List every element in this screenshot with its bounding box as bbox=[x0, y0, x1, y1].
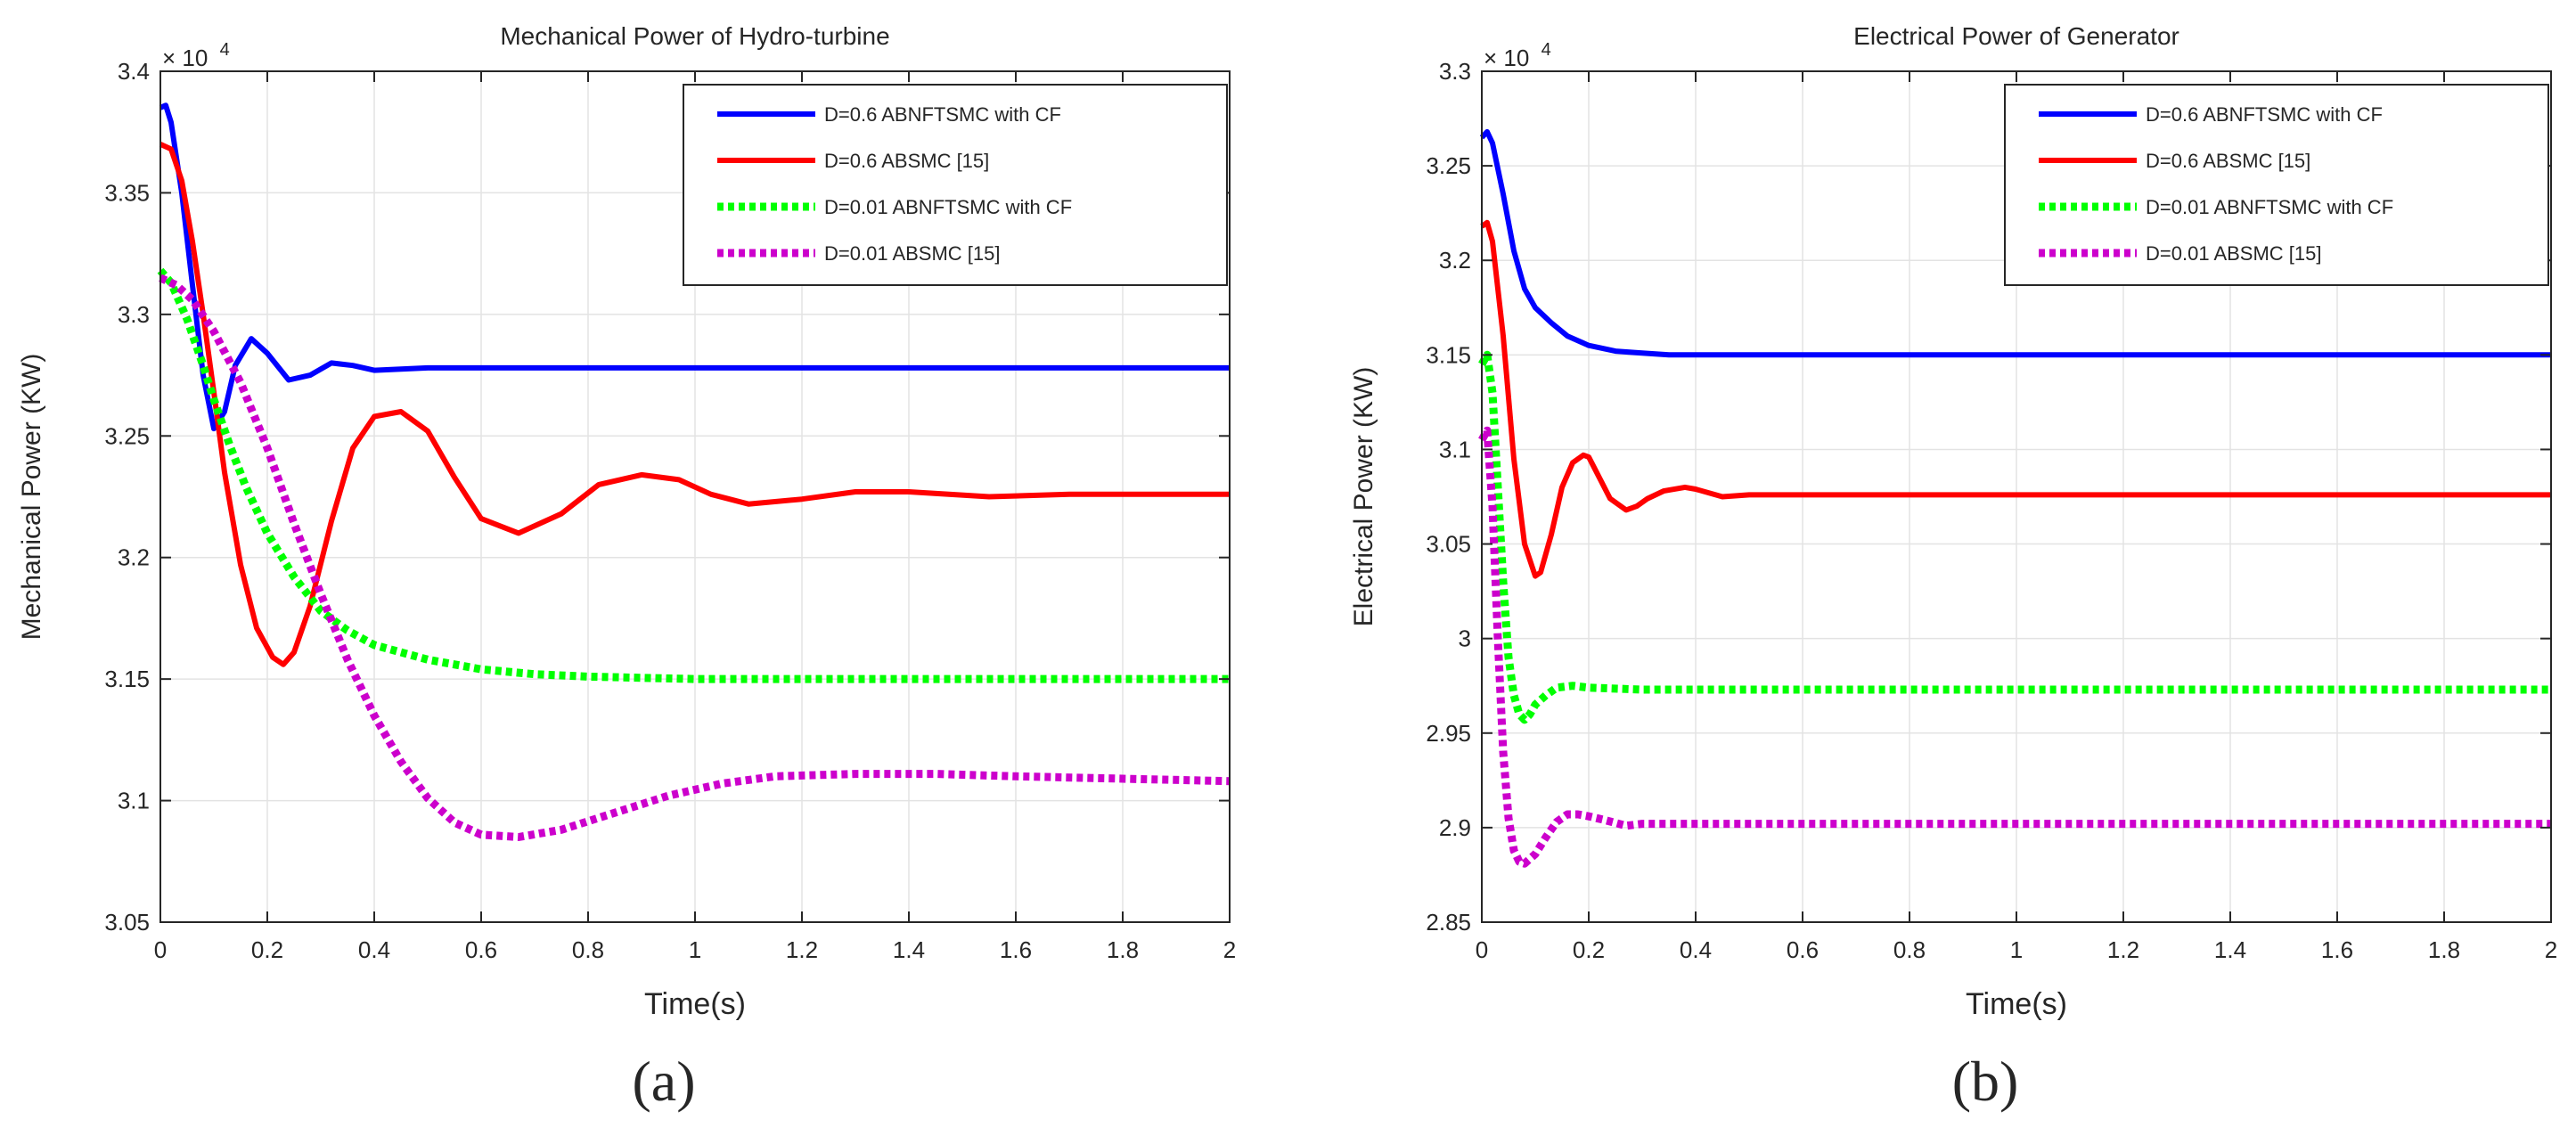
exponent-base: × 10 bbox=[1484, 45, 1529, 71]
x-tick-label: 0.2 bbox=[1573, 936, 1605, 963]
legend-entry-label: D=0.6 ABNFTSMC with CF bbox=[2146, 103, 2383, 126]
legend-entry-label: D=0.01 ABNFTSMC with CF bbox=[2146, 196, 2393, 218]
x-axis-label: Time(s) bbox=[1966, 987, 2067, 1021]
legend-entry-label: D=0.6 ABSMC [15] bbox=[824, 150, 989, 172]
chart-panel-b: 0 0.2 0.4 0.6 0.8 1 1.2 1.4 1.6 1.8 2 2.85 2.9 2.95 3 3… bbox=[1349, 22, 2557, 1113]
x-tick-label: 2 bbox=[2545, 936, 2557, 963]
x-tick-label: 1.8 bbox=[2428, 936, 2460, 963]
y-tick-label: 3.15 bbox=[104, 666, 150, 692]
y-tick-label: 3.05 bbox=[1426, 531, 1471, 558]
series-line-2 bbox=[159, 142, 1230, 667]
x-tick-label: 0 bbox=[1476, 936, 1488, 963]
chart-title: Mechanical Power of Hydro-turbine bbox=[500, 22, 889, 50]
y-tick-label: 3.3 bbox=[118, 301, 150, 328]
y-tick-label: 3.2 bbox=[1439, 247, 1471, 274]
y-axis-label: Electrical Power (KW) bbox=[1349, 367, 1378, 627]
x-tick-label: 1.2 bbox=[2107, 936, 2139, 963]
legend-entry-label: D=0.01 ABSMC [15] bbox=[2146, 242, 2322, 265]
panel-label: (a) bbox=[632, 1050, 695, 1113]
legend: D=0.6 ABNFTSMC with CF D=0.6 ABSMC [15] D=… bbox=[683, 84, 1228, 286]
x-tick-label: 1.4 bbox=[893, 936, 925, 963]
x-tick-label: 0.4 bbox=[1680, 936, 1712, 963]
series-lines bbox=[1478, 128, 2551, 868]
x-tick-label: 0.8 bbox=[1893, 936, 1926, 963]
legend-entry-label: D=0.01 ABNFTSMC with CF bbox=[824, 196, 1072, 218]
legend-entry-label: D=0.01 ABSMC [15] bbox=[824, 242, 1001, 265]
y-tick-label: 3.25 bbox=[1426, 152, 1471, 179]
series-line-4 bbox=[1478, 426, 2551, 868]
y-tick-label: 2.9 bbox=[1439, 814, 1471, 841]
x-tick-label: 1.4 bbox=[2214, 936, 2246, 963]
x-tick-label: 1 bbox=[2010, 936, 2023, 963]
y-axis-label: Mechanical Power (KW) bbox=[17, 354, 46, 641]
y-axis-exponent: × 10 4 bbox=[1484, 40, 1551, 71]
y-tick-label: 3.4 bbox=[118, 58, 150, 85]
x-tick-label: 1.6 bbox=[2321, 936, 2353, 963]
x-tick-label: 0.6 bbox=[1787, 936, 1819, 963]
legend: D=0.6 ABNFTSMC with CF D=0.6 ABSMC [15] D=… bbox=[2004, 84, 2549, 286]
x-tick-label: 0.6 bbox=[465, 936, 497, 963]
x-tick-label: 1.8 bbox=[1107, 936, 1139, 963]
y-tick-label: 3.1 bbox=[1439, 436, 1471, 462]
x-axis-label: Time(s) bbox=[644, 987, 746, 1021]
y-tick-label: 3.2 bbox=[118, 544, 150, 571]
exponent-base: × 10 bbox=[162, 45, 208, 71]
y-axis-exponent: × 10 4 bbox=[162, 40, 230, 71]
series-lines bbox=[157, 102, 1231, 841]
x-tick-label: 0.2 bbox=[251, 936, 283, 963]
series-line-4 bbox=[159, 274, 1231, 841]
x-tick-label: 1.2 bbox=[786, 936, 818, 963]
series-line-2 bbox=[1480, 219, 2551, 579]
y-tick-label: 2.85 bbox=[1426, 909, 1471, 936]
x-tick-label: 0.8 bbox=[572, 936, 604, 963]
axis-ticks: 0 0.2 0.4 0.6 0.8 1 1.2 1.4 1.6 1.8 2 2.85 2.9 2.95 3 3… bbox=[1426, 58, 2557, 963]
x-tick-label: 2 bbox=[1223, 936, 1236, 963]
chart-panel-a: 0 0.2 0.4 0.6 0.8 1 1.2 1.4 1.6 1.8 2 3.05 3.1 3.15 3.… bbox=[17, 22, 1236, 1113]
x-tick-label: 0 bbox=[154, 936, 167, 963]
panel-label: (b) bbox=[1952, 1050, 2019, 1113]
y-tick-label: 3.25 bbox=[104, 422, 150, 449]
y-tick-label: 3 bbox=[1459, 625, 1471, 652]
x-tick-label: 1.6 bbox=[1000, 936, 1032, 963]
y-tick-label: 3.05 bbox=[104, 909, 150, 936]
y-tick-label: 3.1 bbox=[118, 788, 150, 814]
y-tick-label: 3.35 bbox=[104, 179, 150, 206]
series-line-3 bbox=[1478, 350, 2551, 724]
exponent-power: 4 bbox=[1542, 40, 1551, 60]
legend-entry-label: D=0.6 ABSMC [15] bbox=[2146, 150, 2310, 172]
y-tick-label: 2.95 bbox=[1426, 720, 1471, 747]
y-tick-label: 3.3 bbox=[1439, 58, 1471, 85]
series-line-1 bbox=[159, 102, 1230, 432]
chart-title: Electrical Power of Generator bbox=[1853, 22, 2179, 50]
exponent-power: 4 bbox=[220, 40, 230, 60]
y-tick-label: 3.15 bbox=[1426, 341, 1471, 368]
legend-entry-label: D=0.6 ABNFTSMC with CF bbox=[824, 103, 1061, 126]
series-line-1 bbox=[1479, 128, 2551, 358]
x-tick-label: 0.4 bbox=[358, 936, 390, 963]
axis-ticks: 0 0.2 0.4 0.6 0.8 1 1.2 1.4 1.6 1.8 2 3.05 3.1 3.15 3.… bbox=[104, 58, 1236, 963]
x-tick-label: 1 bbox=[689, 936, 701, 963]
